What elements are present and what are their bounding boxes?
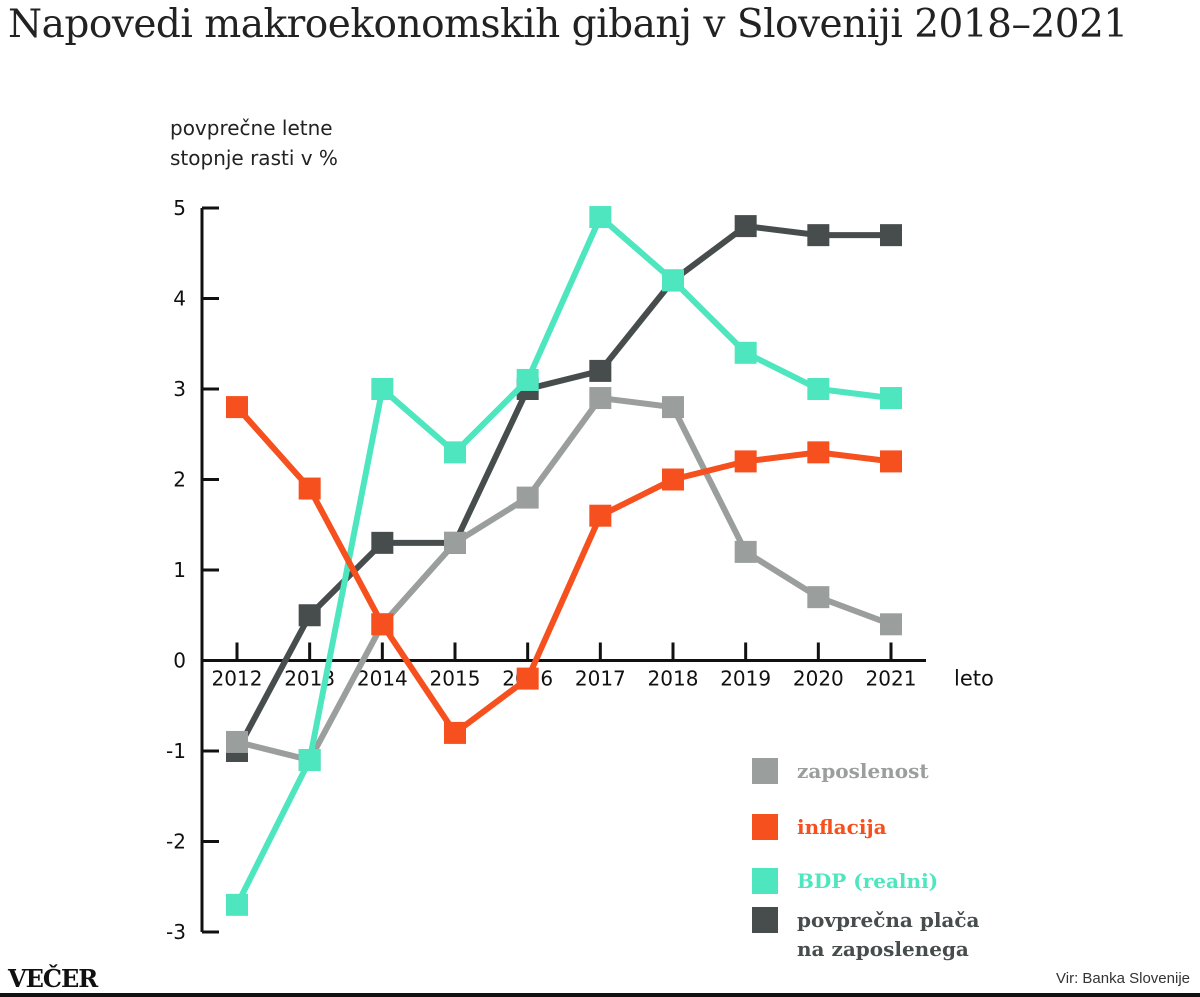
data-point (807, 441, 830, 464)
data-point (298, 604, 321, 627)
data-point (589, 359, 612, 382)
data-point (734, 540, 757, 563)
data-point (880, 450, 902, 473)
x-tick-label: 2014 (357, 667, 408, 691)
data-point (226, 396, 248, 419)
x-tick-label: 2021 (866, 667, 917, 691)
series-zaposlenost (226, 387, 902, 772)
data-point (298, 477, 321, 500)
y-tick-label: 3 (173, 377, 186, 401)
series-line (234, 405, 892, 738)
data-point (444, 721, 466, 744)
data-point (734, 450, 757, 473)
series-bdp-realni- (226, 206, 902, 916)
data-point (662, 269, 684, 292)
series-line (236, 394, 893, 764)
legend-swatch (752, 758, 778, 784)
y-tick-label: 2 (173, 468, 186, 492)
data-point (516, 667, 539, 690)
data-point (734, 341, 757, 364)
legend-label: BDP (realni) (797, 869, 938, 893)
chart-title: Napovedi makroekonomskih gibanj v Sloven… (8, 2, 1128, 47)
data-point (734, 215, 757, 238)
legend-swatch (752, 907, 778, 933)
data-point (807, 378, 830, 400)
data-point (662, 396, 684, 419)
y-axis-label-line: povprečne letne (170, 116, 333, 140)
data-point (589, 206, 612, 229)
data-point (516, 486, 539, 509)
vecer-logo: VEČER (8, 964, 98, 993)
legend-label: na zaposlenega (797, 937, 969, 961)
data-point (226, 730, 248, 753)
data-point (807, 586, 830, 609)
data-point (589, 504, 612, 527)
data-point (371, 531, 394, 554)
data-point (662, 468, 684, 491)
legend-label: zaposlenost (797, 759, 929, 783)
data-point (589, 387, 612, 410)
y-tick-label: 0 (173, 649, 186, 673)
data-point (880, 224, 902, 247)
legend-label: povprečna plača (797, 908, 980, 932)
y-tick-label: -2 (166, 830, 186, 854)
series-line (234, 212, 892, 907)
series-inflacija (226, 396, 902, 744)
y-tick-label: -1 (166, 739, 186, 763)
data-point (880, 613, 902, 636)
data-point (298, 749, 321, 772)
data-point (226, 893, 248, 916)
legend-label: inflacija (797, 815, 887, 839)
x-tick-label: 2019 (720, 667, 771, 691)
data-point (371, 613, 394, 636)
y-tick-label: 4 (173, 287, 186, 311)
source-note: Vir: Banka Slovenije (1056, 970, 1190, 987)
x-tick-label: 2012 (212, 667, 263, 691)
data-point (516, 368, 539, 391)
y-tick-label: 5 (173, 196, 186, 220)
legend-swatch (752, 814, 778, 840)
legend-swatch (752, 868, 778, 894)
x-tick-label: 2015 (430, 667, 481, 691)
data-point (807, 224, 830, 247)
bottom-rule (0, 993, 1200, 997)
x-axis-label: leto (954, 667, 994, 691)
data-point (371, 378, 394, 400)
y-axis-label-line: stopnje rasti v % (170, 146, 338, 170)
y-axis-label: povprečne letne stopnje rasti v % (170, 113, 338, 173)
data-point (444, 441, 466, 464)
x-tick-label: 2017 (575, 667, 626, 691)
data-point (444, 531, 466, 554)
x-tick-label: 2020 (793, 667, 844, 691)
data-point (880, 387, 902, 410)
x-tick-label: 2018 (648, 667, 699, 691)
y-tick-label: -3 (166, 920, 186, 944)
y-tick-label: 1 (173, 558, 186, 582)
